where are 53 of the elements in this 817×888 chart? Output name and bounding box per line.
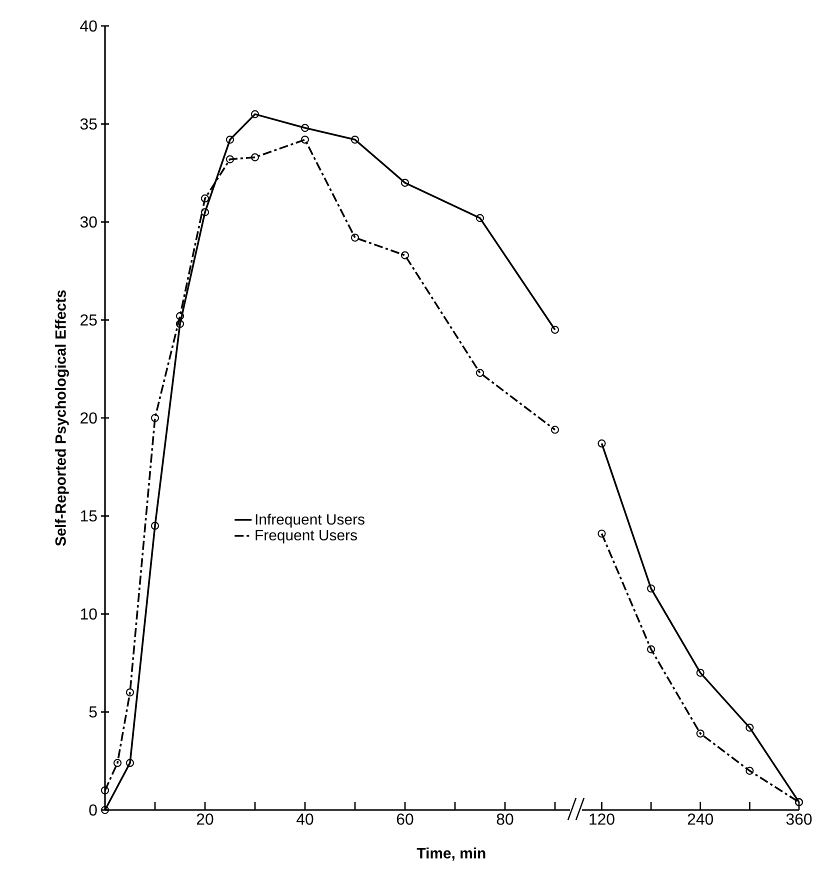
y-tick-label: 30 bbox=[80, 216, 97, 228]
point bbox=[598, 530, 606, 538]
point bbox=[476, 214, 484, 222]
point bbox=[126, 758, 134, 767]
y-tick-label: 15 bbox=[80, 510, 97, 522]
point bbox=[300, 136, 310, 144]
point bbox=[696, 668, 704, 677]
point bbox=[200, 194, 210, 203]
point bbox=[176, 320, 184, 328]
point bbox=[696, 730, 704, 738]
point bbox=[400, 178, 410, 187]
point bbox=[746, 766, 754, 775]
point bbox=[350, 234, 360, 242]
y-tick-label: 40 bbox=[80, 20, 97, 32]
y-tick-label: 5 bbox=[89, 706, 97, 718]
point bbox=[746, 724, 754, 732]
x-tick-label: 120 bbox=[590, 814, 614, 825]
point bbox=[647, 645, 656, 654]
legend-label: Frequent Users bbox=[256, 530, 357, 544]
x-tick-label: 20 bbox=[196, 814, 214, 825]
point bbox=[226, 155, 234, 164]
point bbox=[176, 312, 184, 320]
point bbox=[226, 136, 234, 144]
y-tick-label: 25 bbox=[80, 314, 97, 326]
y-axis-title: Self-Reported Psychological Effects bbox=[54, 290, 69, 546]
point bbox=[250, 153, 260, 162]
point bbox=[113, 758, 122, 767]
point bbox=[150, 414, 160, 422]
point bbox=[647, 584, 656, 593]
point bbox=[100, 786, 110, 794]
legend-label: Infrequent Users bbox=[256, 514, 364, 528]
y-tick-label: 35 bbox=[80, 118, 97, 130]
point bbox=[550, 326, 560, 334]
point bbox=[200, 208, 210, 216]
point bbox=[476, 368, 484, 377]
point bbox=[300, 124, 310, 132]
point bbox=[126, 688, 134, 696]
x-tick-label: 60 bbox=[396, 814, 414, 825]
point bbox=[400, 251, 410, 260]
point bbox=[598, 439, 606, 448]
y-tick-label: 20 bbox=[80, 412, 97, 424]
point bbox=[150, 522, 160, 530]
x-tick-label: 40 bbox=[296, 814, 314, 825]
x-tick-label: 360 bbox=[786, 814, 812, 825]
point bbox=[250, 110, 260, 118]
y-tick-label: 10 bbox=[80, 608, 97, 620]
point bbox=[100, 806, 110, 814]
point bbox=[550, 426, 560, 434]
y-tick-label: 0 bbox=[89, 804, 97, 816]
x-tick-label: 240 bbox=[688, 814, 714, 825]
x-tick-label: 80 bbox=[496, 814, 514, 825]
x-axis-title: Time, min bbox=[416, 848, 486, 861]
point bbox=[350, 136, 360, 144]
